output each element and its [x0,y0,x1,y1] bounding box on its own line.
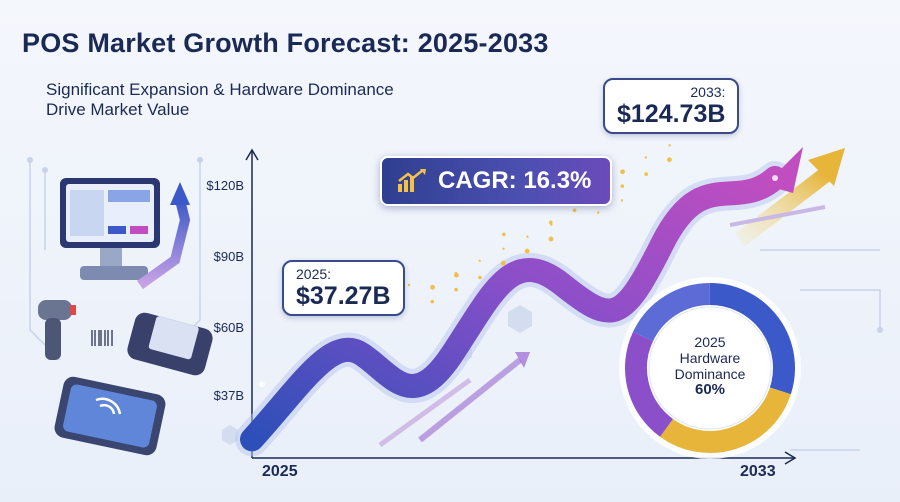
sparkle-dot [548,236,554,242]
sparkle-dot [548,220,553,225]
sparkle-dot [430,299,435,304]
growth-chart-icon [398,169,426,192]
data-point [772,175,778,182]
donut-center-label: 2025 Hardware Dominance 60% [652,334,768,398]
y-tick-label: $60B [213,320,244,335]
donut-slice-hardware [709,283,795,395]
sparkle-dot [524,248,530,254]
sparkle-dot [430,284,435,290]
sparkle-dot [478,275,482,280]
sparkle-dot [620,169,625,175]
sparkle-dot [454,272,459,278]
x-tick-label: 2025 [262,463,298,480]
page-title: POS Market Growth Forecast: 2025-2033 [22,28,549,58]
sparkle-dot [644,172,648,176]
subtitle-line-1: Significant Expansion & Hardware Dominan… [46,80,394,99]
donut-label-line2: Hardware [679,350,741,366]
cagr-text: CAGR: 16.3% [438,167,592,194]
sparkle-dot [454,287,458,292]
sparkle-dot [407,283,411,287]
y-tick-label: $90B [213,249,244,264]
growth-line-arrowhead [765,147,803,194]
donut-slice-other [625,331,674,437]
start-year-label: 2025: [296,266,332,282]
sparkle-dot [478,259,481,263]
barcode-scanner-icon [38,300,113,360]
sparkle-dot [668,144,671,147]
end-value-callout: 2033: $124.73B [603,78,740,134]
donut-label-line3: Dominance [674,366,746,382]
mobile-pos-icon [54,376,166,456]
sparkle-dot [500,260,506,266]
subtitle: Significant Expansion & Hardware Dominan… [46,80,486,120]
sparkle-dot [572,208,577,213]
donut-hole [648,306,772,430]
pos-terminal-icon [60,178,160,280]
sparkle-dot [550,223,553,226]
sparkle-dot [667,157,672,163]
sparkle-dot [502,247,505,250]
start-value: $37.27B [296,282,391,310]
end-year-label: 2033: [690,84,726,100]
donut-label-year: 2025 [694,334,726,350]
donut-slice-other [633,283,711,342]
start-value-callout: 2025: $37.27B [282,260,405,316]
data-point [259,381,265,388]
sparkle-dot [596,211,600,214]
card-terminal-icon [127,312,213,376]
sparkle-dot [502,232,506,237]
end-value: $124.73B [617,100,726,128]
sparkle-dot [526,235,529,238]
x-tick-label: 2033 [740,463,776,480]
sparkle-dot [620,184,625,188]
subtitle-line-2: Drive Market Value [46,100,190,119]
sparkle-dot [620,199,624,202]
y-tick-label: $120B [206,178,244,193]
cagr-badge: CAGR: 16.3% [380,156,612,206]
sparkle-dot [644,156,648,159]
donut-percent: 60% [694,381,726,398]
y-tick-label: $37B [213,388,244,403]
donut-slice-hardware [660,387,791,453]
growth-line [240,166,787,452]
